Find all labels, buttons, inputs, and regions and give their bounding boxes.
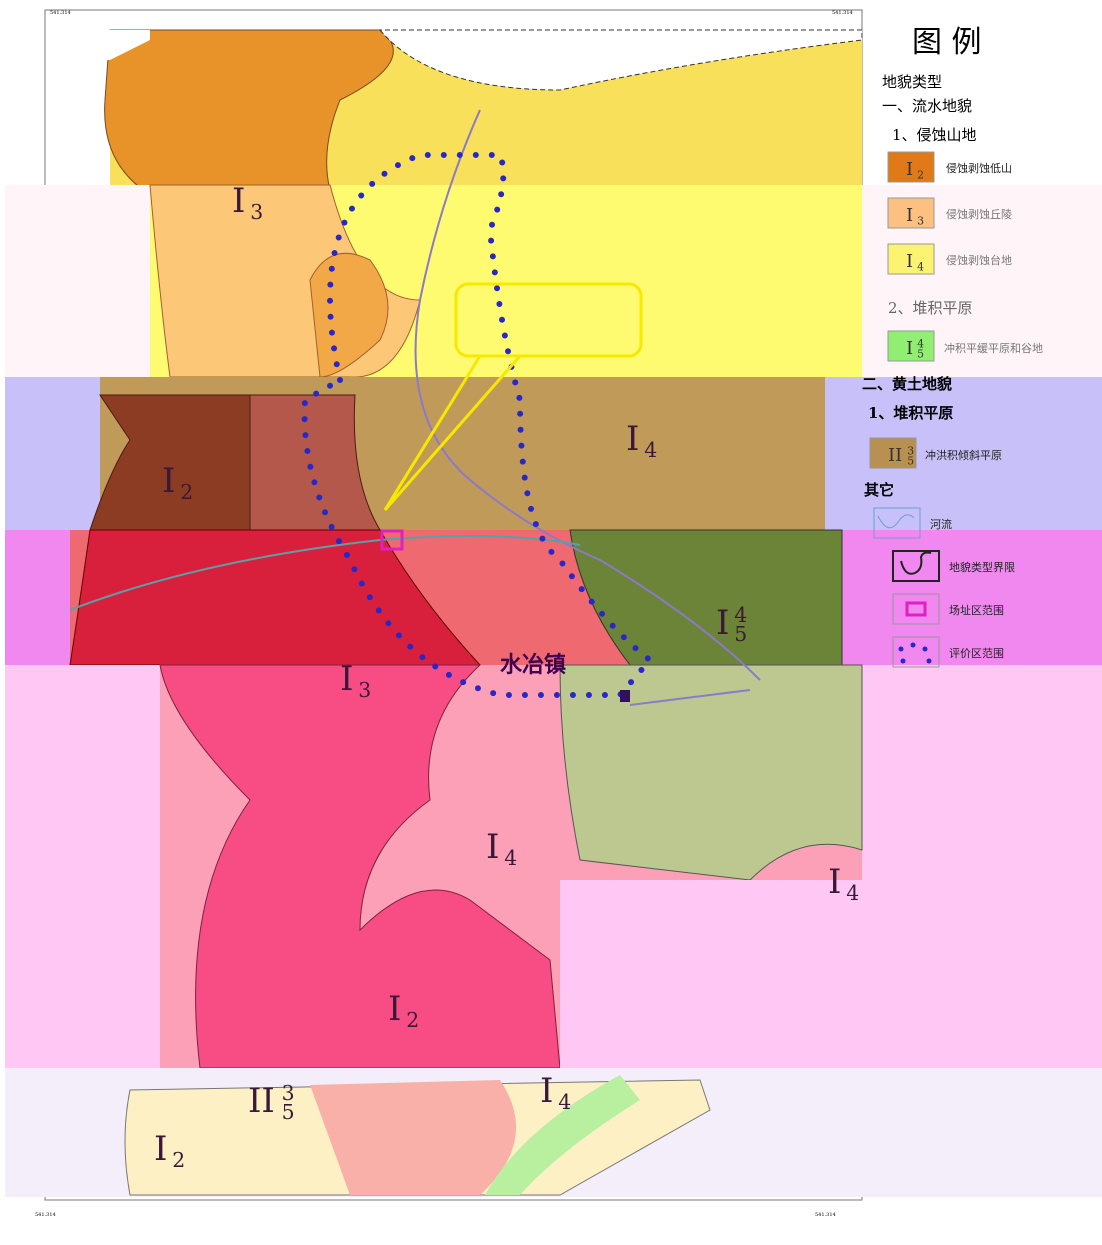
legend-group: 一、流水地貌: [882, 97, 972, 115]
coord-label: 541.314: [832, 10, 853, 16]
code-sub: 2: [917, 169, 924, 182]
code: I: [716, 603, 729, 643]
code-sub: 2: [180, 480, 193, 504]
code-sub: 4: [644, 438, 657, 462]
legend-subgroup: 其它: [864, 481, 894, 499]
code: I: [626, 419, 639, 459]
marker: [620, 690, 630, 702]
code-sub: 5: [282, 1100, 295, 1124]
legend-symbol: [911, 643, 916, 648]
code: I: [486, 827, 499, 867]
legend-label: 冲洪积倾斜平原: [925, 448, 1002, 462]
code: II: [248, 1081, 275, 1121]
code-sub: 4: [846, 881, 859, 905]
legend-heading: 地貌类型: [882, 73, 942, 91]
legend-label: 河流: [930, 517, 952, 531]
legend-subgroup: 1、堆积平原: [868, 404, 953, 422]
legend-label: 地貌类型界限: [949, 560, 1015, 574]
code-sub: 4: [917, 261, 924, 274]
page: 水冶镇 541.314 541.314 541.314 541.314 I3I2…: [0, 0, 1102, 1245]
code-sub: 4: [504, 846, 517, 870]
code: I: [906, 205, 913, 226]
code: I: [906, 338, 913, 359]
code: I: [828, 862, 841, 902]
legend-subgroup: 1、侵蚀山地: [892, 126, 977, 144]
code: II: [888, 445, 902, 466]
code-sub: 3: [917, 215, 924, 228]
legend-group: 二、黄土地貌: [862, 375, 952, 393]
code: I: [340, 659, 353, 699]
legend-subgroup: 2、堆积平原: [888, 299, 973, 317]
legend-symbol: [927, 659, 932, 664]
coord-label: 541.314: [35, 1212, 56, 1218]
legend-label: 场址区范围: [949, 603, 1004, 617]
code-sub: 2: [172, 1148, 185, 1172]
legend-label: 侵蚀剥蚀台地: [946, 253, 1012, 267]
overlay-band: [560, 880, 862, 1068]
code: I: [162, 461, 175, 501]
code: I: [540, 1071, 553, 1111]
code: I: [906, 159, 913, 180]
legend-label: 评价区范围: [949, 646, 1004, 660]
code-sub: 5: [917, 348, 924, 361]
code-sub: 5: [907, 455, 914, 468]
map-figure: 水冶镇 541.314 541.314 541.314 541.314 I3I2…: [0, 0, 1102, 1241]
code-sub: 3: [250, 200, 263, 224]
code: I: [154, 1129, 167, 1169]
legend-label: 冲积平缓平原和谷地: [944, 341, 1043, 355]
coord-label: 541.314: [50, 10, 71, 16]
legend-symbol: [901, 659, 906, 664]
code-sub: 5: [734, 622, 747, 646]
code-sub: 4: [558, 1090, 571, 1114]
legend-symbol: [923, 647, 928, 652]
code: I: [388, 989, 401, 1029]
town-name: 水冶镇: [500, 652, 566, 678]
legend-title: 图 例: [912, 25, 982, 60]
coord-label: 541.314: [815, 1212, 836, 1218]
legend-symbol: [899, 647, 904, 652]
code: I: [906, 251, 913, 272]
code-sub: 2: [406, 1008, 419, 1032]
code-sub: 3: [358, 678, 371, 702]
legend-label: 侵蚀剥蚀低山: [946, 161, 1012, 175]
legend-label: 侵蚀剥蚀丘陵: [946, 207, 1012, 221]
code: I: [232, 181, 245, 221]
